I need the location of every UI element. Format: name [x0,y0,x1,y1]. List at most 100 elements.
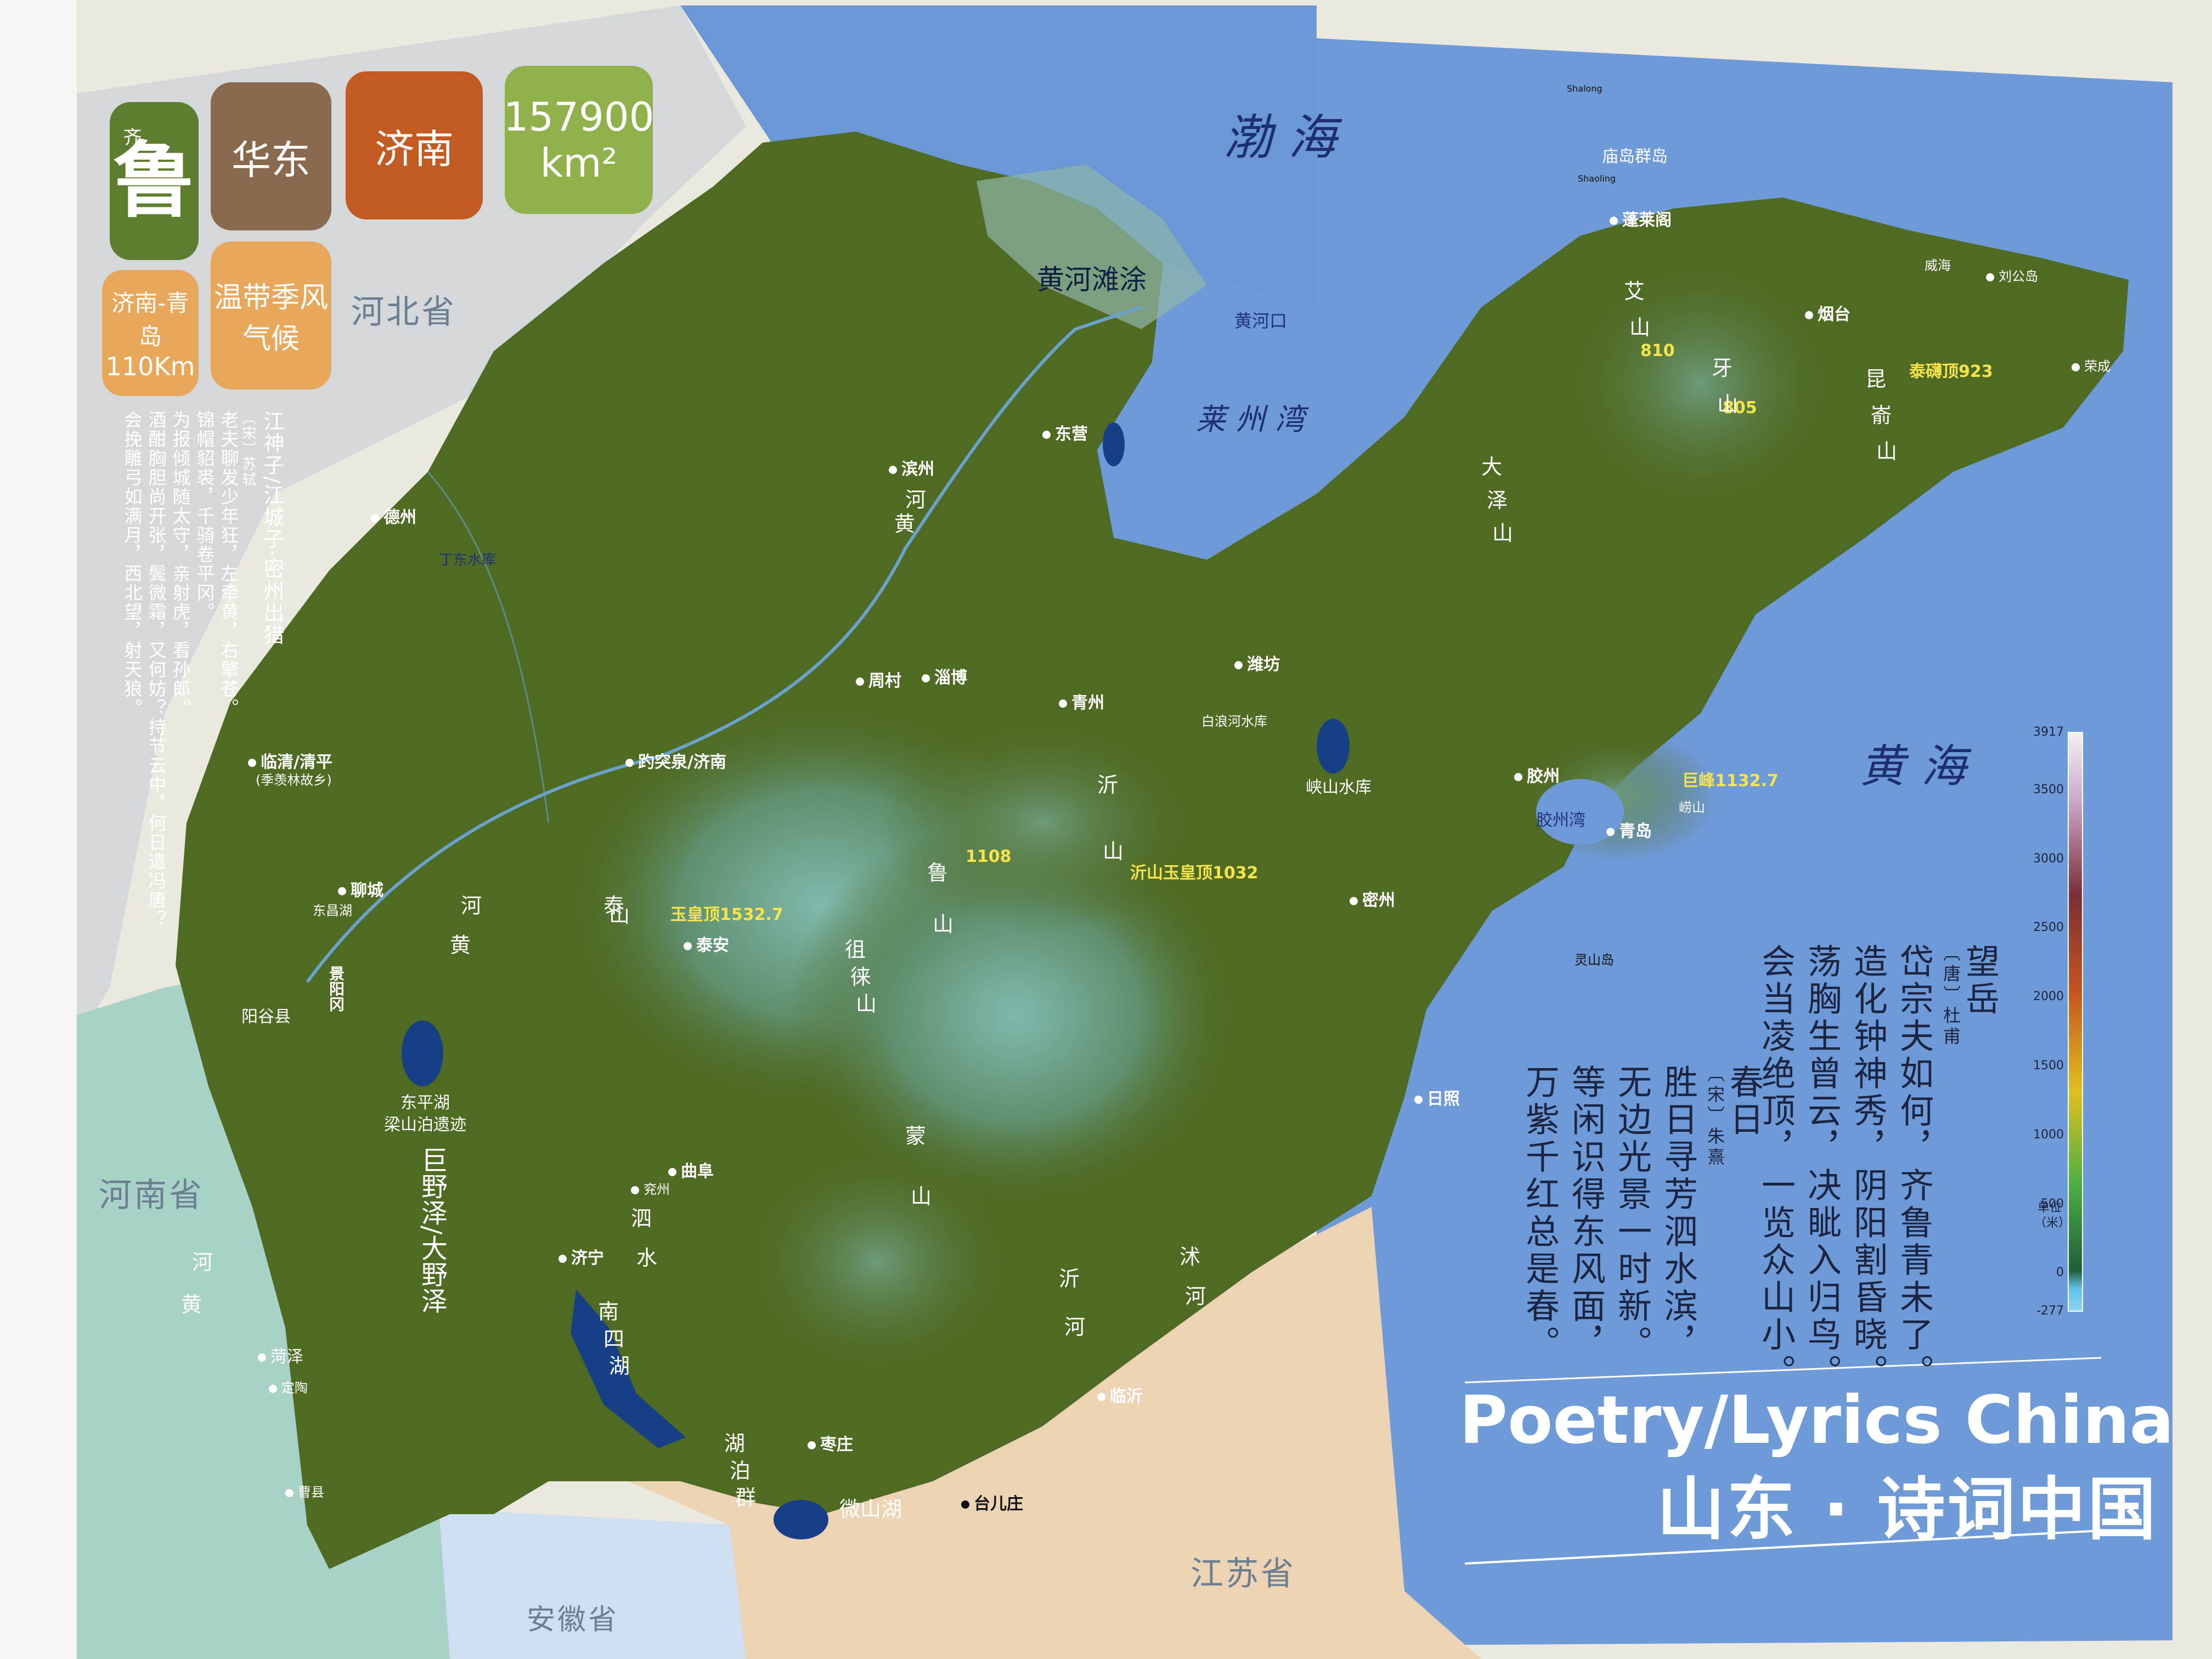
city-name: 淄博 [934,668,967,687]
shaoling-label: Shaoling [1578,173,1616,184]
city-name: 烟台 [1818,305,1850,324]
dongping-lake [402,1020,443,1086]
terrain-char-kunyu: 昆 [1865,367,1887,391]
poem-line: 会当凌绝顶，一览众山小。 [1756,944,1796,1391]
weishan-lake [774,1500,828,1539]
city-yanggu: 阳谷县 [241,1003,291,1027]
terrain-char-daze: 泽 [1487,488,1508,512]
city-name: 荣成 [2084,359,2111,374]
capital-badge: 济南 [346,71,483,219]
city-name: 青州 [1071,693,1104,713]
city-dot [1514,773,1522,781]
poem-line: 会挽雕弓如满月，西北望，射天狼。 [121,410,143,718]
city-dot [1610,217,1618,225]
poem-line: 酒酣胸胆尚开张，鬓微霜，又何妨？持节云中，何日遣冯唐？ [145,410,167,929]
city-name: 枣庄 [820,1435,853,1454]
city-taierzhuang: 台儿庄 [961,1490,1023,1514]
city-name: 菏泽 [270,1347,303,1367]
terrain-char-ai_shan: 艾 [1624,279,1645,303]
poem-chunri-title: 春日 [1724,1064,1764,1139]
jiaozhou-bay-label: 胶州湾 [1536,811,1585,830]
poem-line: 万紫千红总是春。 [1520,1064,1560,1363]
city-yantai: 烟台 [1805,301,1850,325]
city-name: 周村 [868,672,901,691]
terrain-char-yishan: 沂 [1097,773,1119,797]
poem-line: 胜日寻芳泗水滨， [1658,1064,1698,1363]
legend-tick-label: 2000 [2033,990,2064,1004]
city-dot [1097,1393,1105,1401]
miaodao-label: 庙岛群岛 [1602,147,1668,166]
city-name: 威海 [1925,258,1951,273]
dingdong-label: 丁东水库 [439,552,496,568]
legend-tick-label: 3500 [2033,782,2064,797]
city-name: 聊城 [351,881,383,900]
xiashan-label: 峡山水库 [1306,778,1372,797]
distance-badge: 济南-青岛 110Km [102,270,199,396]
jingyanggang-label: 景阳冈 [327,966,345,1012]
terrain-char-nansihu: 四 [603,1327,625,1351]
legend-tick-label: 500 [2041,1197,2064,1211]
region-label: 华东 [231,137,311,183]
terrain-char-shuhe: 沭 [1180,1245,1201,1269]
city-dingtao: 定陶 [269,1377,308,1396]
terrain-char-shuhe: 河 [1185,1284,1206,1308]
laoshan-label: 崂山 [1679,800,1705,815]
city-linqing: 临清/清平 [248,748,332,772]
weishan-label: 微山湖 [839,1497,902,1521]
city-jiaozhou: 胶州 [1514,763,1560,787]
legend-tick-label: 3917 [2033,725,2064,739]
poem-jiangchengzi-author: 〔宋〕苏轼 [240,410,256,487]
terrain-char-lushan: 山 [933,912,954,936]
city-heze: 菏泽 [258,1343,303,1367]
legend-unit: 单位（米） [2034,1201,2071,1230]
city-dot [338,887,346,895]
city-name: 曲阜 [681,1162,714,1181]
city-dot [2072,363,2080,371]
city-name: 趵突泉/济南 [638,753,726,772]
legend-tick-label: -277 [2036,1304,2064,1318]
poem-line: 荡胸生曾云，决眦入归鸟。 [1802,944,1842,1391]
terrain-char-nansihu: 湖 [609,1354,630,1378]
city-dot [248,759,256,767]
terrain-char-ai_shan: 山 [1629,315,1651,340]
shalong-label: Shalong [1567,83,1602,94]
nansi-lake-upper [571,1289,686,1448]
city-dot [808,1441,816,1449]
jiangsu-label: 江苏省 [1190,1555,1296,1593]
city-name: 临清/清平 [261,753,332,772]
credit-chinese: 山东 · 诗词中国 [1657,1470,2158,1549]
city-zaozhuang: 枣庄 [808,1431,853,1455]
city-name: 滨州 [901,460,934,479]
terrain-char-yellow_river_south: 黄 [450,933,471,957]
city-dezhou: 德州 [371,504,416,528]
city-weihai: 威海 [1925,255,1951,274]
yellow-mouth-label: 黄河口 [1234,311,1288,331]
city-name: 临沂 [1110,1387,1143,1406]
terrain-char-yellow_river_north: 黄 [894,512,916,536]
poem-line: 造化钟神秀，阴阳割昏晓。 [1848,944,1888,1391]
city-rizhao: 日照 [1414,1085,1460,1109]
credit-english: Poetry/Lyrics China [1459,1383,2174,1459]
terrain-char-daze: 山 [1492,521,1514,545]
area-badge: 157900 km² [504,66,654,214]
city-qingzhou: 青州 [1059,689,1104,713]
city-dot [558,1255,567,1263]
climate-line2: 气候 [242,323,300,356]
peak-taishan: 玉皇顶1532.7 [670,905,783,924]
city-dot [625,759,634,767]
poem-line: 无边光景一时新。 [1612,1064,1652,1363]
poem-chunri-author: 〔宋〕朱熹 [1705,1064,1725,1169]
city-penglai: 蓬莱阁 [1610,206,1672,230]
terrain-char-nansihu: 南 [598,1300,619,1324]
city-liugongdao: 刘公岛 [1986,266,2038,285]
poem-wangyue-title: 望岳 [1960,944,2000,1018]
legend-tick-label: 2500 [2033,921,2064,935]
legend-tick-label: 3000 [2033,851,2064,866]
xiashan-reservoir [1317,719,1350,774]
terrain-char-yellow_river_west: 河 [192,1250,213,1274]
city-dot [371,514,379,522]
terrain-char-culai: 徕 [850,964,872,989]
climate-line1: 温带季风 [213,281,328,314]
city-jining: 济宁 [558,1244,604,1268]
peak-luyi: 1108 [966,847,1012,866]
